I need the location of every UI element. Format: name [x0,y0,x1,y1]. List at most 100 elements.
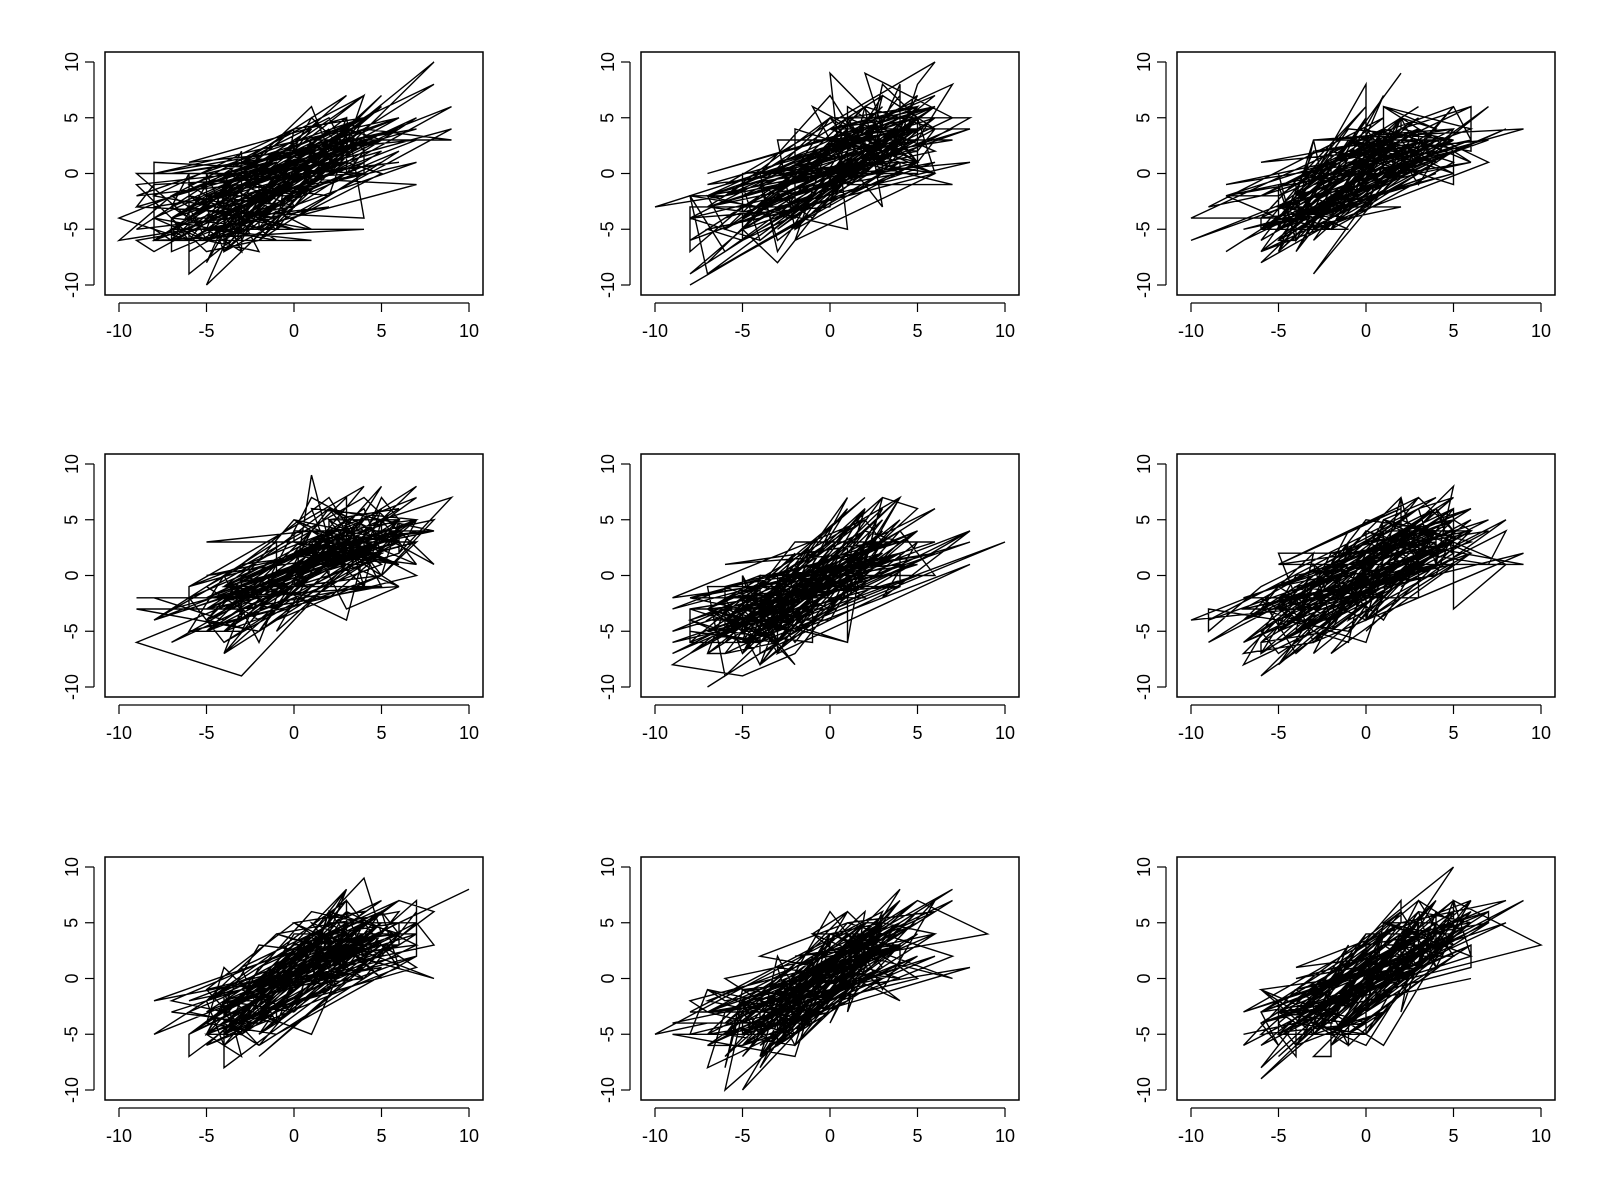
x-tick-label: -10 [1178,321,1204,341]
x-tick-label: -10 [106,723,132,743]
x-tick-label: 5 [912,321,922,341]
x-tick-label: 5 [1448,723,1458,743]
y-axis: -10 -5 0 5 10 [62,52,95,298]
y-axis: -10 -5 0 5 10 [1134,52,1167,298]
series-line [654,61,973,286]
y-tick-label: -10 [62,674,82,700]
x-tick-label: 5 [1448,1126,1458,1146]
x-tick-label: -5 [198,723,214,743]
x-tick-label: 0 [289,321,299,341]
y-tick-label: -10 [1134,1077,1154,1103]
x-tick-label: 5 [376,1126,386,1146]
y-tick-label: 0 [62,168,82,178]
x-tick-label: -10 [1178,1126,1204,1146]
x-tick-label: 5 [912,1126,922,1146]
y-tick-label: -5 [598,1026,618,1042]
y-tick-label: -10 [598,272,618,298]
chart-panel-8: -10 -5 0 5 10 -10 -5 0 5 10 [598,856,1020,1146]
y-tick-label: -10 [1134,674,1154,700]
series-line [1190,484,1524,677]
chart-panel-4: -10 -5 0 5 10 -10 -5 0 5 10 [62,453,484,743]
y-tick-label: -10 [62,272,82,298]
y-tick-label: 0 [1134,973,1154,983]
y-tick-label: 0 [1134,168,1154,178]
x-tick-label: 10 [459,723,479,743]
x-tick-label: -5 [734,321,750,341]
y-axis: -10 -5 0 5 10 [598,857,631,1103]
x-tick-label: 0 [1361,321,1371,341]
x-tick-label: 5 [912,723,922,743]
y-tick-label: 10 [598,52,618,72]
y-tick-label: -10 [598,674,618,700]
plot-frame [104,51,484,296]
y-tick-label: 10 [1134,454,1154,474]
x-tick-label: -5 [734,1126,750,1146]
x-tick-label: -5 [734,723,750,743]
y-tick-label: -10 [62,1077,82,1103]
x-tick-label: 0 [825,723,835,743]
plot-frame [104,453,484,698]
x-tick-label: -10 [106,321,132,341]
y-tick-label: 5 [62,918,82,928]
chart-panel-6: -10 -5 0 5 10 -10 -5 0 5 10 [1134,453,1556,743]
y-axis: -10 -5 0 5 10 [62,857,95,1103]
x-tick-label: -10 [1178,723,1204,743]
x-axis: -10 -5 0 5 10 [106,302,479,341]
plot-frame [640,856,1020,1101]
y-tick-label: -5 [62,221,82,237]
y-tick-label: 10 [62,52,82,72]
x-tick-label: 10 [995,723,1015,743]
x-axis: -10 -5 0 5 10 [642,704,1015,743]
x-tick-label: 10 [1531,723,1551,743]
series-line [134,474,454,677]
y-axis: -10 -5 0 5 10 [1134,454,1167,700]
plot-frame [1176,453,1556,698]
x-tick-label: -5 [1270,723,1286,743]
plot-frame [1176,51,1556,296]
y-tick-label: 10 [598,857,618,877]
y-tick-label: -5 [1134,623,1154,639]
x-tick-label: -5 [1270,1126,1286,1146]
x-tick-label: -5 [198,321,214,341]
y-tick-label: -10 [598,1077,618,1103]
chart-panel-7: -10 -5 0 5 10 -10 -5 0 5 10 [62,856,484,1146]
y-tick-label: 5 [1134,515,1154,525]
x-axis: -10 -5 0 5 10 [1178,302,1551,341]
y-tick-label: 10 [1134,52,1154,72]
plot-frame [1176,856,1556,1101]
y-tick-label: -5 [62,1026,82,1042]
x-tick-label: 10 [995,321,1015,341]
y-axis: -10 -5 0 5 10 [598,454,631,700]
x-axis: -10 -5 0 5 10 [106,1107,479,1146]
x-tick-label: 0 [1361,1126,1371,1146]
y-tick-label: 5 [598,918,618,928]
x-axis: -10 -5 0 5 10 [1178,704,1551,743]
series-line [670,495,1006,688]
y-tick-label: 5 [598,113,618,123]
y-axis: -10 -5 0 5 10 [598,52,631,298]
x-tick-label: 10 [1531,321,1551,341]
series-line [654,888,990,1092]
x-tick-label: 10 [995,1126,1015,1146]
x-tick-label: -10 [642,321,668,341]
chart-panel-1: -10 -5 0 5 10 -10 -5 0 5 10 [62,51,484,341]
y-tick-label: 0 [598,973,618,983]
y-tick-label: 5 [1134,918,1154,928]
y-tick-label: 0 [62,973,82,983]
y-tick-label: 5 [598,515,618,525]
x-tick-label: 0 [825,1126,835,1146]
y-tick-label: 5 [62,113,82,123]
series-line [1242,866,1543,1080]
y-tick-label: 10 [62,454,82,474]
y-tick-label: -5 [1134,1026,1154,1042]
x-tick-label: -10 [106,1126,132,1146]
y-tick-label: -10 [1134,272,1154,298]
chart-panel-5: -10 -5 0 5 10 -10 -5 0 5 10 [598,453,1020,743]
x-tick-label: 10 [459,1126,479,1146]
y-tick-label: 0 [1134,570,1154,580]
x-axis: -10 -5 0 5 10 [106,704,479,743]
x-tick-label: 10 [459,321,479,341]
x-tick-label: -5 [1270,321,1286,341]
y-tick-label: -5 [62,623,82,639]
